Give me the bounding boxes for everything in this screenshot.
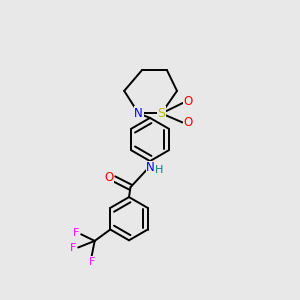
- Text: N: N: [146, 161, 155, 174]
- Text: F: F: [88, 257, 95, 267]
- Text: O: O: [104, 171, 113, 184]
- Text: O: O: [183, 116, 192, 130]
- Text: N: N: [134, 107, 143, 120]
- Text: H: H: [155, 165, 163, 175]
- Text: F: F: [70, 243, 76, 253]
- Text: S: S: [158, 107, 165, 120]
- Text: F: F: [73, 228, 79, 238]
- Text: O: O: [184, 95, 193, 108]
